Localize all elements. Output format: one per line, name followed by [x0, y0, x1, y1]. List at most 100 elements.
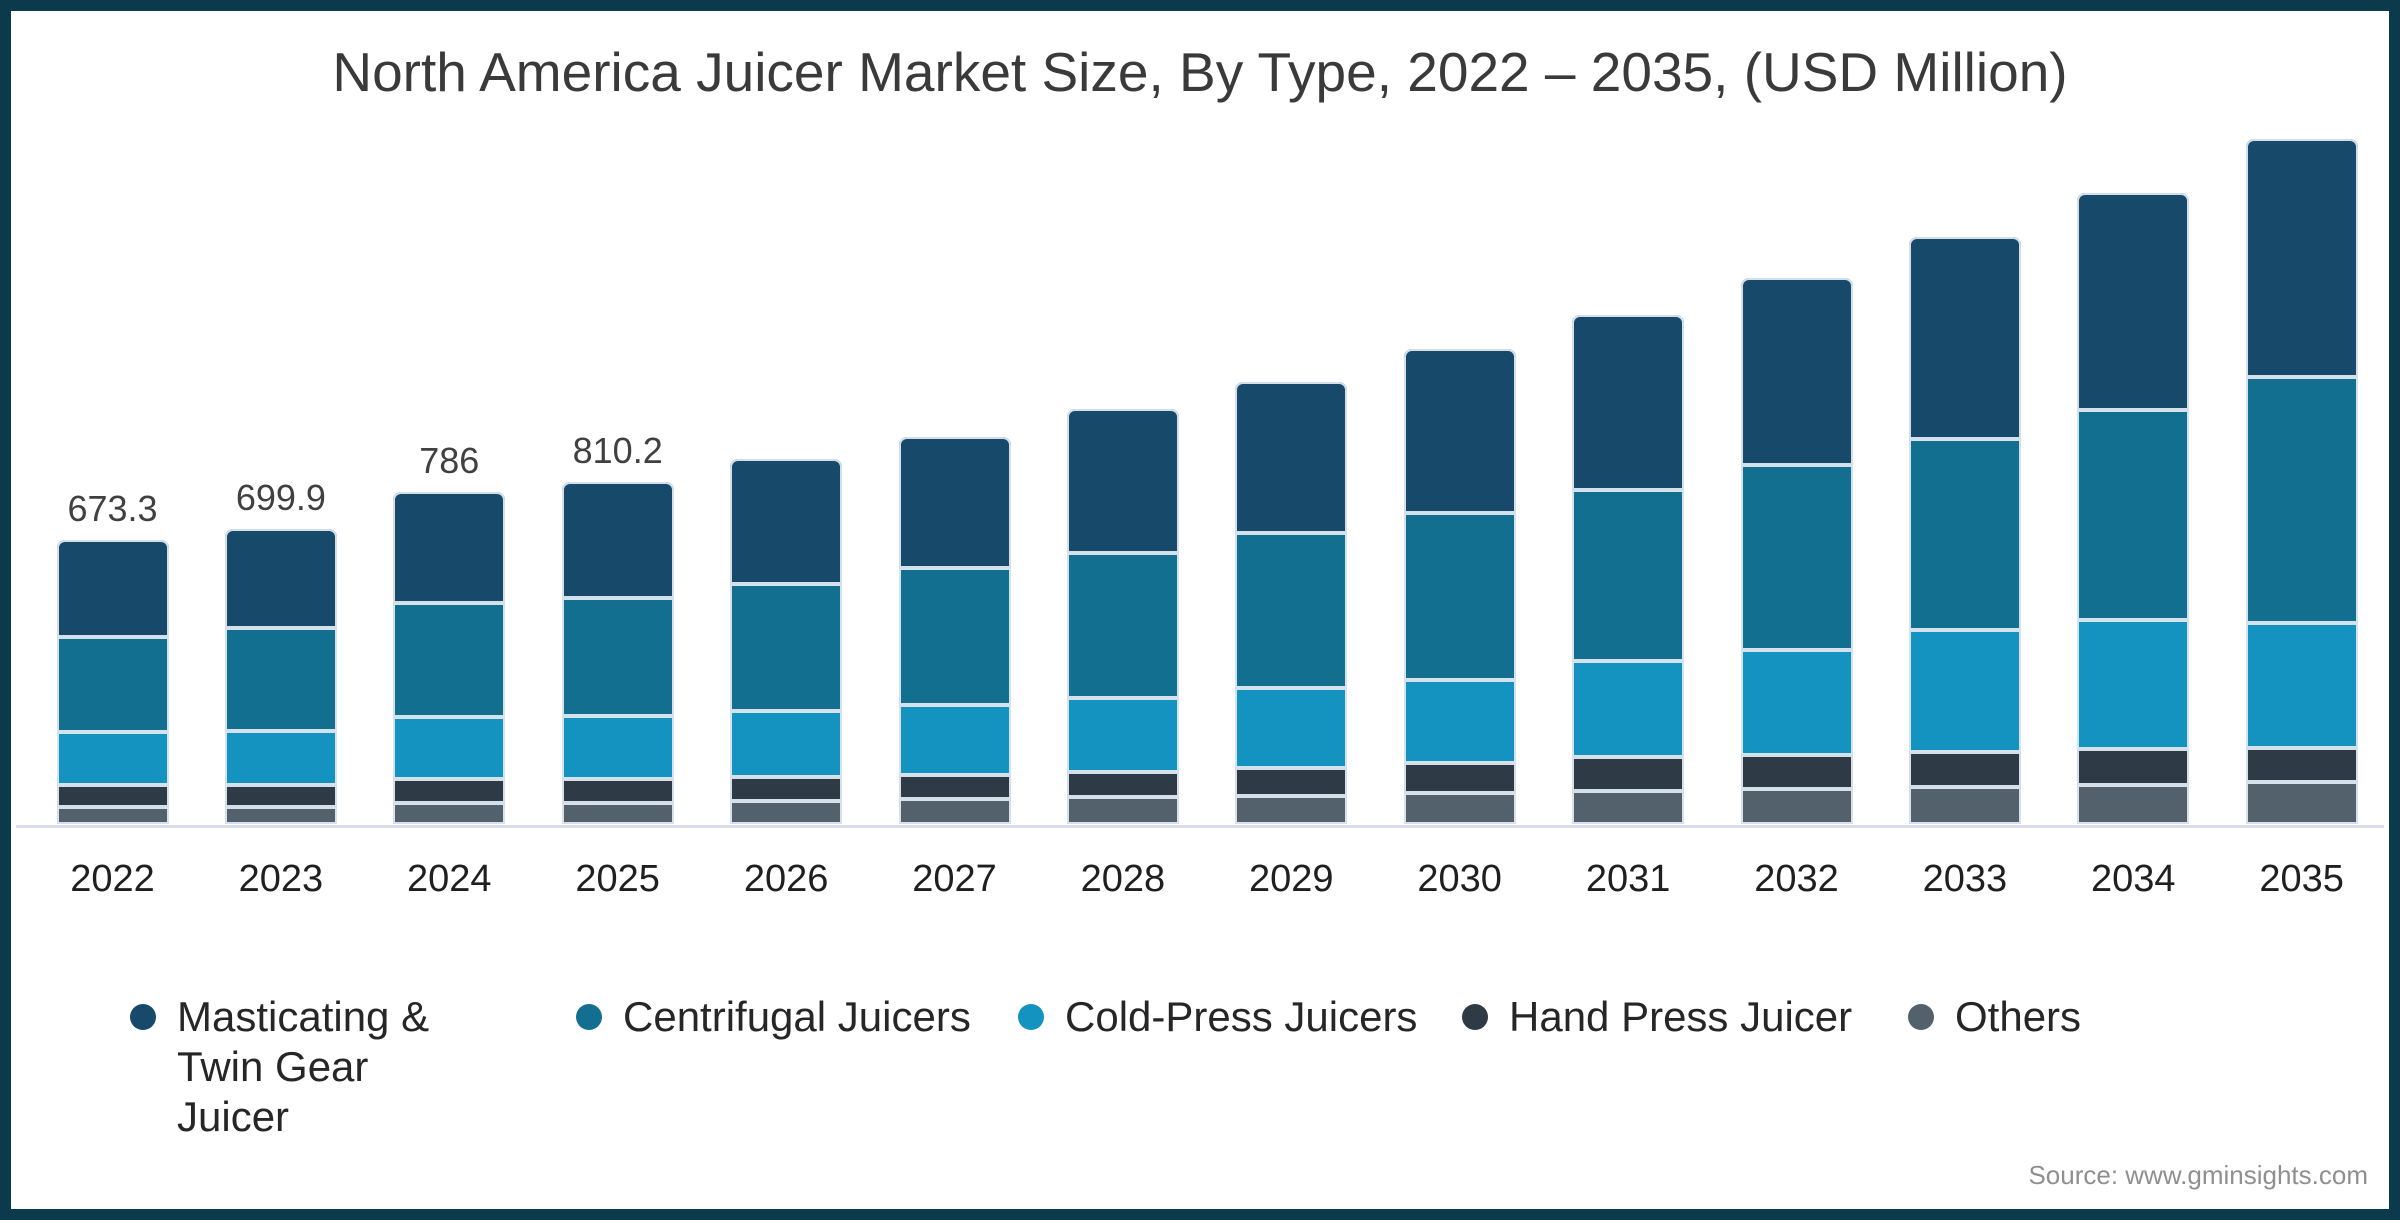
x-tick-label-2028: 2028	[1080, 858, 1166, 900]
bar-value-label-2023: 699.9	[235, 476, 326, 518]
bar-2026	[730, 459, 843, 824]
legend-label: Centrifugal Juicers	[623, 993, 971, 1040]
bar-segment-others	[561, 802, 674, 824]
bar-segment-cold-press-juicers	[224, 731, 337, 785]
bar-2032	[1740, 277, 1853, 824]
bar-segment-hand-press-juicer	[393, 779, 506, 803]
bar-segment-hand-press-juicer	[898, 775, 1011, 800]
legend-marker-icon	[1462, 1004, 1488, 1030]
bar-segment-hand-press-juicer	[1740, 754, 1853, 789]
bar-segment-centrifugal-juicers	[2077, 410, 2190, 621]
legend-item-centrifugal-juicers: Centrifugal Juicers	[576, 992, 971, 1042]
x-tick-label-2031: 2031	[1585, 858, 1671, 900]
legend-label: Cold-Press Juicers	[1065, 993, 1418, 1040]
legend-item-hand-press-juicer: Hand Press Juicer	[1462, 992, 1852, 1042]
x-tick-label-2029: 2029	[1249, 858, 1334, 900]
bar-segment-centrifugal-juicers	[1066, 552, 1179, 699]
bar-segment-others	[1572, 791, 1685, 824]
bar-2035	[2245, 138, 2358, 824]
bar-segment-hand-press-juicer	[56, 784, 169, 807]
legend-label: Masticating & Twin Gear Juicer	[177, 993, 430, 1140]
bar-segment-others	[1740, 788, 1853, 824]
legend-marker-icon	[576, 1004, 602, 1030]
bar-segment-hand-press-juicer	[2077, 749, 2190, 786]
bar-segment-centrifugal-juicers	[1403, 512, 1516, 681]
x-tick-label-2035: 2035	[2259, 858, 2344, 900]
bar-segment-cold-press-juicers	[1403, 680, 1516, 764]
bar-2034	[2077, 192, 2190, 824]
bar-segment-others	[56, 806, 169, 824]
legend-label: Others	[1955, 993, 2082, 1040]
x-tick-label-2023: 2023	[238, 858, 324, 900]
bar-2029	[1235, 382, 1348, 824]
bar-segment-cold-press-juicers	[1740, 649, 1853, 755]
bar-segment-hand-press-juicer	[1066, 772, 1179, 797]
bar-segment-cold-press-juicers	[393, 717, 506, 780]
bar-segment-masticating-twin-gear-juicer	[1066, 409, 1179, 553]
bar-2023	[224, 528, 337, 824]
bar-segment-masticating-twin-gear-juicer	[1908, 236, 2021, 440]
bar-segment-hand-press-juicer	[1572, 756, 1685, 792]
bar-segment-centrifugal-juicers	[1740, 464, 1853, 650]
bar-segment-masticating-twin-gear-juicer	[1235, 382, 1348, 534]
bar-segment-others	[224, 806, 337, 824]
x-tick-label-2024: 2024	[407, 858, 492, 900]
bar-segment-centrifugal-juicers	[898, 567, 1011, 705]
bar-segment-centrifugal-juicers	[1572, 490, 1685, 662]
x-tick-label-2022: 2022	[70, 858, 155, 900]
bar-segment-centrifugal-juicers	[1908, 439, 2021, 630]
bar-segment-cold-press-juicers	[561, 715, 674, 779]
x-tick-label-2026: 2026	[743, 858, 829, 900]
bar-value-label-2024: 786	[419, 440, 480, 482]
bar-segment-others	[393, 802, 506, 824]
bar-segment-masticating-twin-gear-juicer	[1572, 314, 1685, 491]
bar-segment-masticating-twin-gear-juicer	[2245, 138, 2358, 377]
bar-segment-centrifugal-juicers	[561, 597, 674, 716]
bar-segment-hand-press-juicer	[1235, 768, 1348, 797]
bar-value-label-2022: 673.3	[67, 487, 158, 529]
bar-2024	[393, 492, 506, 824]
bar-segment-hand-press-juicer	[730, 777, 843, 802]
bar-segment-cold-press-juicers	[56, 731, 169, 785]
legend-marker-icon	[1908, 1004, 1934, 1030]
bar-segment-others	[730, 801, 843, 824]
bar-segment-masticating-twin-gear-juicer	[224, 528, 337, 629]
bar-segment-cold-press-juicers	[898, 704, 1011, 775]
bar-2028	[1066, 409, 1179, 824]
bar-segment-others	[1403, 793, 1516, 824]
legend-item-others: Others	[1908, 992, 2081, 1042]
bar-segment-cold-press-juicers	[1572, 661, 1685, 757]
bar-segment-masticating-twin-gear-juicer	[730, 459, 843, 585]
bar-segment-others	[1066, 796, 1179, 824]
bar-segment-hand-press-juicer	[2245, 748, 2358, 783]
bar-segment-hand-press-juicer	[224, 784, 337, 807]
bar-segment-others	[898, 799, 1011, 824]
bar-segment-cold-press-juicers	[1066, 698, 1179, 773]
bar-segment-centrifugal-juicers	[56, 636, 169, 732]
x-tick-label-2025: 2025	[575, 858, 660, 900]
bar-segment-hand-press-juicer	[1908, 751, 2021, 787]
bar-segment-masticating-twin-gear-juicer	[1403, 348, 1516, 513]
bar-segment-centrifugal-juicers	[730, 584, 843, 712]
bar-segment-masticating-twin-gear-juicer	[56, 539, 169, 637]
x-axis-line	[16, 825, 2384, 828]
bar-segment-cold-press-juicers	[1235, 688, 1348, 769]
bar-segment-others	[2077, 785, 2190, 824]
bar-2025	[561, 482, 674, 824]
bar-segment-hand-press-juicer	[561, 778, 674, 803]
legend-item-cold-press-juicers: Cold-Press Juicers	[1018, 992, 1417, 1042]
bar-2022	[56, 539, 169, 824]
bar-segment-cold-press-juicers	[2077, 620, 2190, 750]
x-tick-label-2033: 2033	[1922, 858, 2008, 900]
bar-segment-masticating-twin-gear-juicer	[1740, 277, 1853, 465]
legend-marker-icon	[130, 1004, 156, 1030]
bar-segment-masticating-twin-gear-juicer	[393, 492, 506, 604]
bar-segment-centrifugal-juicers	[393, 603, 506, 718]
bar-segment-cold-press-juicers	[2245, 623, 2358, 748]
bar-2031	[1572, 314, 1685, 824]
bar-segment-centrifugal-juicers	[2245, 376, 2358, 624]
bar-segment-others	[1235, 796, 1348, 824]
x-tick-label-2032: 2032	[1754, 858, 1839, 900]
bar-segment-centrifugal-juicers	[224, 628, 337, 732]
legend-marker-icon	[1018, 1004, 1044, 1030]
